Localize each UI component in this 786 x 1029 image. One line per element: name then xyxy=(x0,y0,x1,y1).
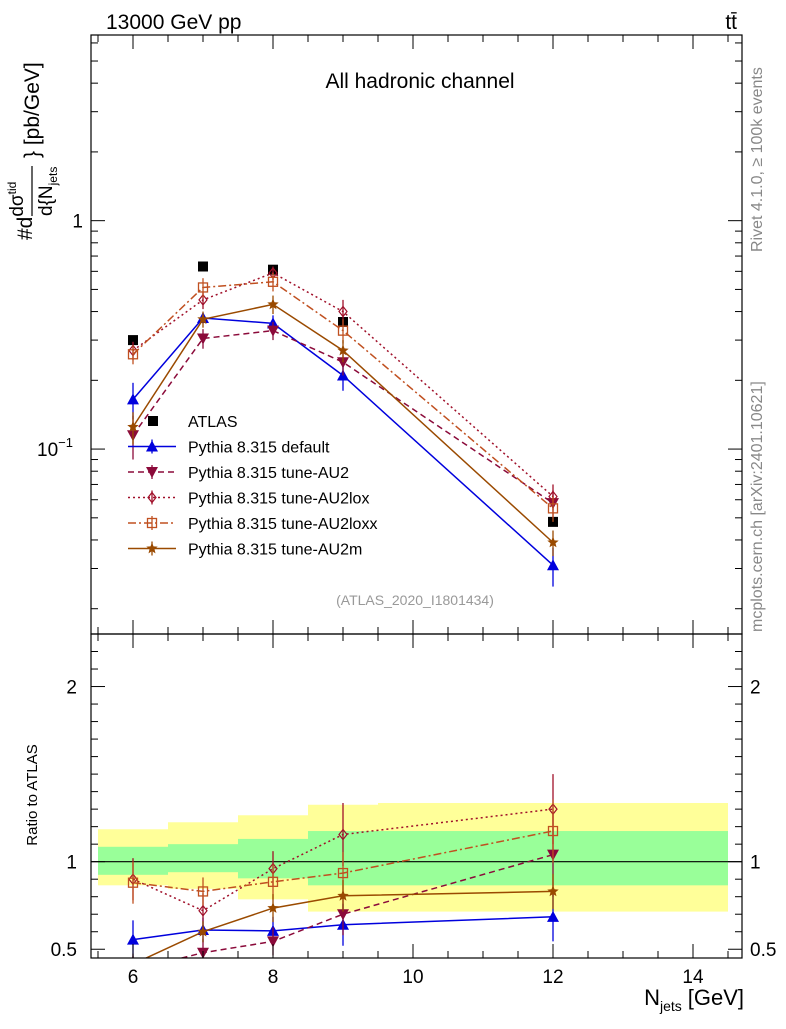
ratio-point-default xyxy=(547,910,559,922)
chart-title: All hadronic channel xyxy=(325,70,514,93)
ratio-y-tick-label-right: 2 xyxy=(750,678,761,699)
ratio-y-label: Ratio to ATLAS xyxy=(24,744,41,845)
data-point-au2m xyxy=(127,420,139,432)
legend-marker-au2m xyxy=(146,542,158,554)
x-tick-label: 6 xyxy=(128,967,139,988)
svg-text:d{Njets: d{Njets xyxy=(36,167,60,216)
data-point-au2lox xyxy=(338,305,348,318)
legend-label-atlas: ATLAS xyxy=(188,414,238,431)
ratio-point-au2m xyxy=(547,885,559,897)
ratio-y-tick-label-right: 0.5 xyxy=(750,940,776,961)
ratio-content xyxy=(91,774,742,958)
ratio-point-au2lox xyxy=(198,904,208,917)
data-point-atlas xyxy=(128,335,138,346)
main-y-label: #ddσtid d{Njets } [pb/GeV] xyxy=(5,62,60,240)
legend-label-au2: Pythia 8.315 tune-AU2 xyxy=(188,465,349,482)
ratio-frame xyxy=(90,633,743,959)
data-point-au2loxx xyxy=(127,349,139,360)
legend: ATLAS Pythia 8.315 default Pythia 8.315 tu… xyxy=(128,414,377,559)
process-label: tt̄ xyxy=(725,11,737,34)
main-y-tick-label: 10−1 xyxy=(37,435,73,461)
ratio-point-au2loxx xyxy=(337,867,349,879)
data-point-au2 xyxy=(267,325,279,337)
y-label-num: dσ xyxy=(7,194,28,217)
ratio-point-au2lox xyxy=(338,828,348,841)
x-label-unit: [GeV] xyxy=(688,985,744,1010)
y-label-sup: tid xyxy=(5,182,19,195)
data-point-default xyxy=(127,393,139,405)
legend-marker-default xyxy=(146,440,158,452)
ratio-line-au2lox xyxy=(132,808,554,912)
main-panel: 1 10−1 xyxy=(37,34,743,635)
ratio-line-au2loxx xyxy=(132,830,554,893)
y-label-prefix: #d xyxy=(14,217,37,240)
analysis-tag: (ATLAS_2020_I1801434) xyxy=(336,592,494,608)
legend-label-default: Pythia 8.315 default xyxy=(188,440,330,457)
x-axis-label: Njets [GeV] xyxy=(644,985,744,1014)
ratio-point-au2loxx xyxy=(547,825,559,837)
y-label-close: } [pb/GeV] xyxy=(21,62,44,158)
data-point-au2loxx xyxy=(267,276,279,287)
y-label-den: d{N xyxy=(36,185,57,216)
ratio-point-default xyxy=(127,933,139,945)
main-series-group xyxy=(127,261,559,587)
x-tick-label: 10 xyxy=(402,967,423,988)
data-point-au2m xyxy=(197,313,209,325)
data-point-au2m xyxy=(337,344,349,356)
legend-label-au2loxx: Pythia 8.315 tune-AU2loxx xyxy=(188,516,377,533)
legend-marker-au2loxx xyxy=(146,517,158,529)
ratio-point-au2 xyxy=(267,936,279,948)
ratio-point-au2m xyxy=(267,902,279,913)
ratio-y-tick-label: 2 xyxy=(66,678,77,699)
ratio-point-au2loxx xyxy=(127,877,139,888)
energy-label: 13000 GeV pp xyxy=(106,11,241,34)
series-line-au2 xyxy=(132,329,554,504)
main-y-tick-label: 1 xyxy=(72,212,83,233)
ratio-point-au2 xyxy=(337,909,349,921)
data-point-au2loxx xyxy=(197,282,209,293)
ratio-point-au2loxx xyxy=(197,886,209,897)
data-point-au2 xyxy=(197,333,209,345)
data-point-au2m xyxy=(547,536,559,548)
mcplots-label: mcplots.cern.ch [arXiv:2401.10621] xyxy=(749,381,766,632)
ratio-y-tick-label-right: 1 xyxy=(750,853,761,874)
x-label-main: N xyxy=(644,985,660,1010)
legend-label-au2lox: Pythia 8.315 tune-AU2lox xyxy=(188,491,369,508)
data-point-au2loxx xyxy=(547,503,559,514)
ratio-point-au2m xyxy=(337,889,349,901)
legend-label-au2m: Pythia 8.315 tune-AU2m xyxy=(188,542,362,559)
ratio-band-inner xyxy=(168,844,238,873)
y-label-den-sub: jets xyxy=(46,167,60,187)
data-point-au2lox xyxy=(198,293,208,306)
x-tick-label: 8 xyxy=(268,967,279,988)
svg-text:#ddσtid: #ddσtid xyxy=(5,182,37,240)
x-tick-label: 14 xyxy=(682,967,704,988)
data-point-atlas xyxy=(198,261,208,272)
ratio-y-tick-label: 1 xyxy=(66,853,77,874)
data-point-au2m xyxy=(267,298,279,310)
rivet-label: Rivet 4.1.0, ≥ 100k events xyxy=(749,67,766,252)
data-point-au2 xyxy=(337,357,349,369)
legend-marker-atlas xyxy=(148,416,158,426)
x-tick-label: 12 xyxy=(542,967,563,988)
data-point-default xyxy=(547,559,559,571)
x-label-sub: jets xyxy=(659,998,682,1014)
legend-marker-au2lox xyxy=(147,491,157,504)
legend-marker-au2 xyxy=(146,467,158,478)
ratio-y-tick-label: 0.5 xyxy=(51,940,77,961)
ratio-panel: 2 2 1 1 0.5 0.5 6 8 10 12 14 xyxy=(51,633,776,988)
data-point-au2loxx xyxy=(337,325,349,336)
ratio-point-au2m xyxy=(197,925,209,937)
ratio-point-au2loxx xyxy=(267,876,279,887)
